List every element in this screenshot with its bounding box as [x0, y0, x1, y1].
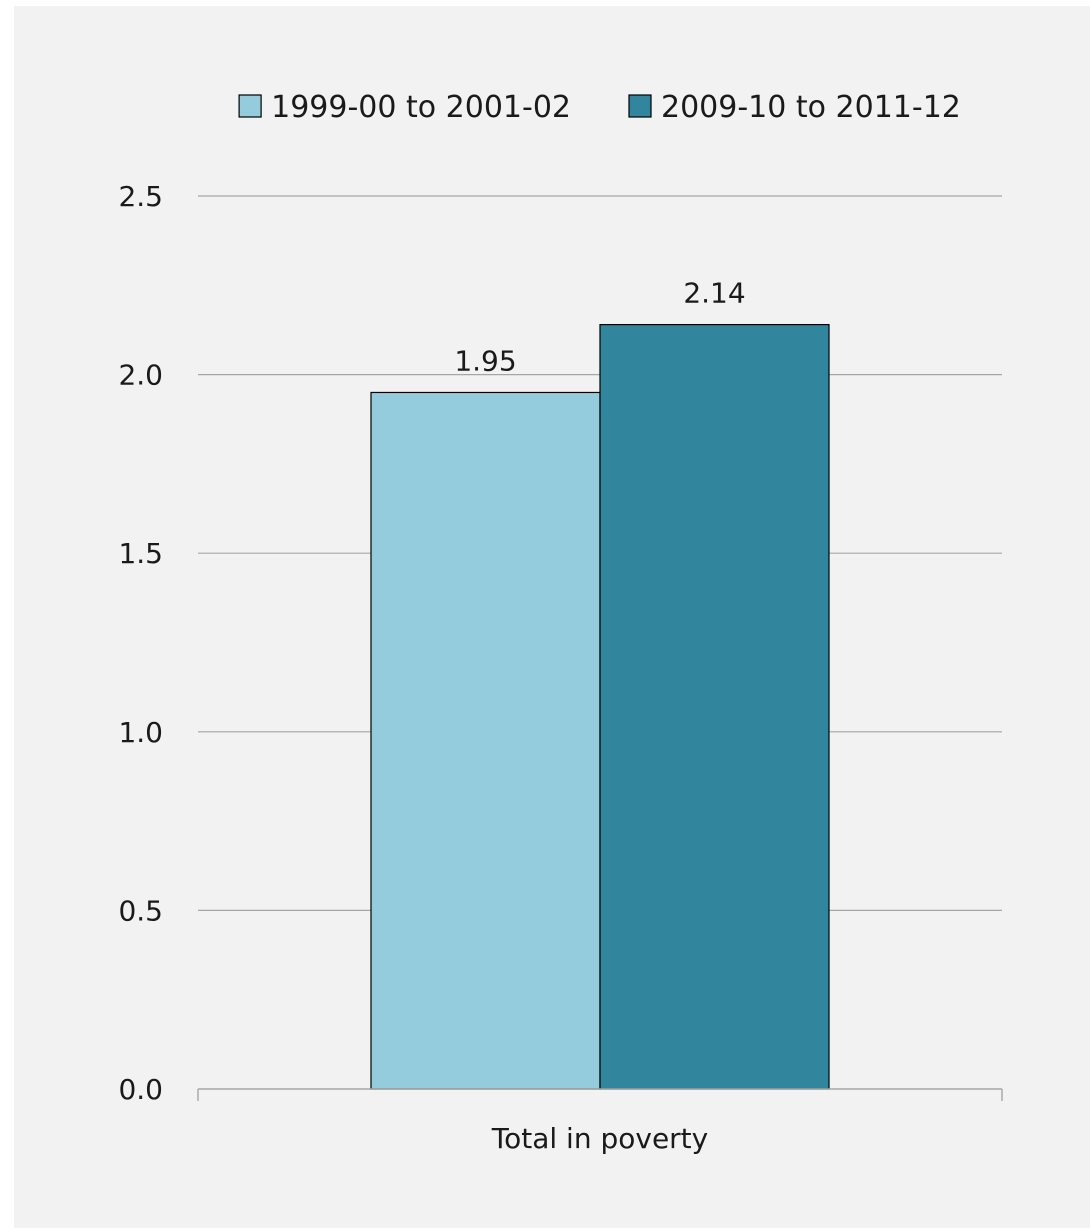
category-label: Total in poverty	[491, 1122, 708, 1155]
legend-item: 2009-10 to 2011-12	[628, 90, 961, 125]
bar-series-1	[370, 391, 601, 1090]
x-axis: Total in poverty	[197, 1088, 1003, 1155]
y-tick-label: 2.5	[118, 180, 163, 213]
bars: 1.95 2.14	[370, 277, 830, 1090]
y-tick-label: 1.5	[118, 537, 163, 570]
y-axis: 0.0 0.5 1.0 1.5 2.0 2.5	[118, 180, 163, 1106]
y-tick-label: 0.0	[118, 1073, 163, 1106]
y-tick-label: 2.0	[118, 359, 163, 392]
legend: 1999-00 to 2001-02 2009-10 to 2011-12	[238, 90, 961, 125]
data-label: 1.95	[454, 344, 516, 377]
legend-label: 1999-00 to 2001-02	[271, 90, 571, 125]
data-label: 2.14	[683, 277, 745, 310]
legend-swatch	[238, 94, 262, 118]
y-tick-label: 1.0	[118, 716, 163, 749]
legend-label: 2009-10 to 2011-12	[661, 90, 961, 125]
legend-item: 1999-00 to 2001-02	[238, 90, 571, 125]
y-tick-label: 0.5	[118, 894, 163, 927]
legend-swatch	[628, 94, 652, 118]
bar-series-2	[599, 323, 830, 1090]
